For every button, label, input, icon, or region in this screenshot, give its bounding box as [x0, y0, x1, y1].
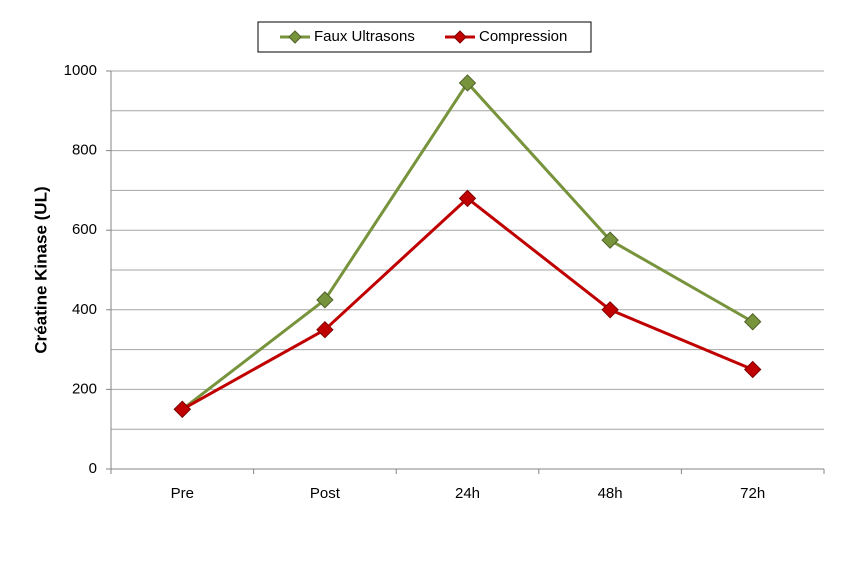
- y-axis-label: Créatine Kinase (UL): [31, 186, 50, 353]
- x-tick-label: 24h: [455, 485, 480, 502]
- legend-marker: [453, 30, 467, 44]
- marker: [316, 320, 334, 339]
- x-tick-label: Post: [310, 485, 341, 502]
- y-tick-label: 400: [72, 301, 97, 318]
- marker: [743, 360, 762, 379]
- y-tick-label: 600: [72, 221, 97, 238]
- y-tick-label: 1000: [64, 62, 97, 79]
- marker: [743, 313, 762, 331]
- marker: [316, 291, 334, 309]
- marker: [458, 74, 477, 92]
- legend-box: [257, 21, 592, 53]
- y-tick-label: 800: [72, 142, 97, 159]
- legend-label: Compression: [479, 28, 567, 45]
- legend-label: Faux Ultrasons: [314, 28, 415, 45]
- legend-marker: [288, 30, 302, 44]
- marker: [601, 231, 619, 249]
- marker: [173, 400, 192, 419]
- y-tick-label: 200: [72, 380, 97, 397]
- x-tick-label: Pre: [171, 485, 194, 502]
- x-tick-label: 72h: [740, 485, 765, 502]
- x-tick-label: 48h: [598, 485, 623, 502]
- y-tick-label: 0: [89, 460, 97, 477]
- marker: [601, 301, 619, 319]
- marker: [458, 189, 477, 208]
